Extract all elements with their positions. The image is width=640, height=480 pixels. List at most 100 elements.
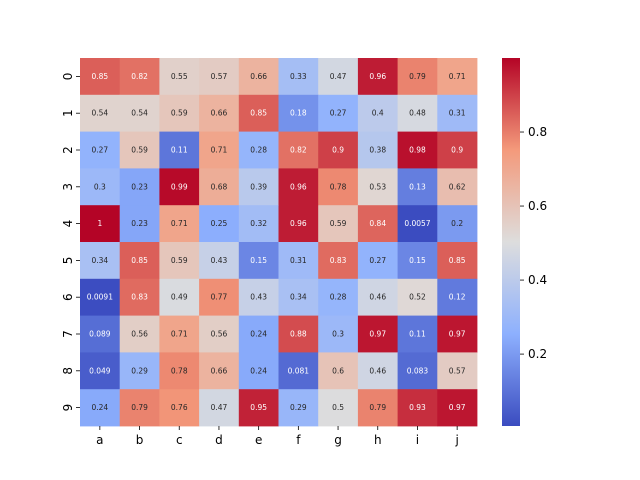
cell-value-1-c: 0.59 <box>171 109 188 118</box>
heatmap-cell-8-b <box>119 352 160 390</box>
heatmap-cell-6-a <box>80 278 121 316</box>
cell-value-2-j: 0.9 <box>451 146 463 155</box>
cell-value-3-h: 0.53 <box>369 182 386 191</box>
cell-value-2-e: 0.28 <box>250 146 267 155</box>
cell-value-9-c: 0.76 <box>171 403 188 412</box>
cell-value-8-j: 0.57 <box>449 366 466 375</box>
heatmap-cell-6-d <box>199 278 240 316</box>
y-tick-label-5: 5 <box>61 257 75 265</box>
cell-value-3-i: 0.13 <box>409 182 426 191</box>
cell-value-8-a: 0.049 <box>89 366 111 375</box>
heatmap-cell-0-c <box>159 58 200 96</box>
colorbar-tick-label-2: 0.6 <box>528 199 547 213</box>
cell-value-0-a: 0.85 <box>91 72 108 81</box>
colorbar-tick-label-0: 0.2 <box>528 347 547 361</box>
heatmap-cell-0-g <box>318 58 359 96</box>
heatmap-cells <box>80 58 478 427</box>
cell-value-4-f: 0.96 <box>290 219 307 228</box>
cell-value-0-b: 0.82 <box>131 72 148 81</box>
cell-value-0-e: 0.66 <box>250 72 267 81</box>
colorbar <box>502 58 520 426</box>
cell-value-0-h: 0.96 <box>369 72 386 81</box>
heatmap-cell-5-g <box>318 242 359 280</box>
cell-value-1-a: 0.54 <box>91 109 108 118</box>
cell-value-1-h: 0.4 <box>372 109 384 118</box>
cell-value-9-d: 0.47 <box>211 403 228 412</box>
heatmap-cell-1-h <box>357 94 398 132</box>
heatmap-cell-2-d <box>199 131 240 169</box>
heatmap-cell-6-e <box>238 278 279 316</box>
cell-value-2-d: 0.71 <box>211 146 228 155</box>
heatmap-cell-4-e <box>238 205 279 243</box>
heatmap-cell-1-i <box>397 94 438 132</box>
heatmap-cell-7-a <box>80 315 121 353</box>
cell-value-5-b: 0.85 <box>131 256 148 265</box>
heatmap-cell-5-e <box>238 242 279 280</box>
cell-value-5-e: 0.15 <box>250 256 267 265</box>
heatmap-cell-1-e <box>238 94 279 132</box>
heatmap-cell-labels: 0.85 0.82 0.55 0.57 0.66 0.33 0.47 0.96 0.79 0.71… <box>87 72 466 412</box>
heatmap-cell-4-i <box>397 205 438 243</box>
heatmap-cell-7-j <box>437 315 478 353</box>
cell-value-5-c: 0.59 <box>171 256 188 265</box>
cell-value-9-e: 0.95 <box>250 403 267 412</box>
heatmap-cell-6-i <box>397 278 438 316</box>
heatmap-cell-5-i <box>397 242 438 280</box>
cell-value-0-f: 0.33 <box>290 72 307 81</box>
cell-value-9-h: 0.79 <box>369 403 386 412</box>
cell-value-1-b: 0.54 <box>131 109 148 118</box>
heatmap-cell-9-g <box>318 389 359 427</box>
heatmap-cell-9-d <box>199 389 240 427</box>
x-axis-ticks: a b c d e f g h i j <box>96 426 459 447</box>
cell-value-3-j: 0.62 <box>449 182 466 191</box>
cell-value-9-f: 0.29 <box>290 403 307 412</box>
heatmap-cell-5-h <box>357 242 398 280</box>
cell-value-7-e: 0.24 <box>250 330 267 339</box>
heatmap-cell-1-g <box>318 94 359 132</box>
heatmap-cell-9-i <box>397 389 438 427</box>
cell-value-6-c: 0.49 <box>171 293 188 302</box>
heatmap-cell-4-a <box>80 205 121 243</box>
heatmap-cell-6-g <box>318 278 359 316</box>
colorbar-tick-label-3: 0.8 <box>528 125 547 139</box>
heatmap-cell-8-c <box>159 352 200 390</box>
cell-value-2-f: 0.82 <box>290 146 307 155</box>
x-tick-label-g: g <box>334 433 342 447</box>
cell-value-8-i: 0.083 <box>407 366 429 375</box>
cell-value-4-b: 0.23 <box>131 219 148 228</box>
heatmap-cell-1-c <box>159 94 200 132</box>
heatmap-cell-5-a <box>80 242 121 280</box>
heatmap-cell-3-c <box>159 168 200 206</box>
cell-value-8-g: 0.6 <box>332 366 344 375</box>
cell-value-6-j: 0.12 <box>449 293 466 302</box>
y-tick-label-9: 9 <box>61 404 75 412</box>
heatmap-cell-4-g <box>318 205 359 243</box>
y-tick-label-7: 7 <box>61 330 75 338</box>
heatmap-cell-6-f <box>278 278 319 316</box>
heatmap-cell-4-j <box>437 205 478 243</box>
cell-value-8-b: 0.29 <box>131 366 148 375</box>
cell-value-3-a: 0.3 <box>94 182 106 191</box>
cell-value-7-d: 0.56 <box>211 330 228 339</box>
heatmap-cell-4-c <box>159 205 200 243</box>
cell-value-2-i: 0.98 <box>409 146 426 155</box>
heatmap-cell-9-e <box>238 389 279 427</box>
heatmap-cell-8-e <box>238 352 279 390</box>
cell-value-6-i: 0.52 <box>409 293 426 302</box>
cell-value-5-h: 0.27 <box>369 256 386 265</box>
cell-value-0-d: 0.57 <box>211 72 228 81</box>
heatmap-cell-8-i <box>397 352 438 390</box>
heatmap-cell-9-h <box>357 389 398 427</box>
heatmap-cell-7-b <box>119 315 160 353</box>
heatmap-cell-2-j <box>437 131 478 169</box>
cell-value-8-c: 0.78 <box>171 366 188 375</box>
heatmap-cell-0-d <box>199 58 240 96</box>
heatmap-cell-2-f <box>278 131 319 169</box>
heatmap-cell-3-h <box>357 168 398 206</box>
cell-value-0-i: 0.79 <box>409 72 426 81</box>
heatmap-cell-2-a <box>80 131 121 169</box>
heatmap-cell-1-b <box>119 94 160 132</box>
heatmap-cell-1-d <box>199 94 240 132</box>
cell-value-7-c: 0.71 <box>171 330 188 339</box>
cell-value-9-j: 0.97 <box>449 403 466 412</box>
